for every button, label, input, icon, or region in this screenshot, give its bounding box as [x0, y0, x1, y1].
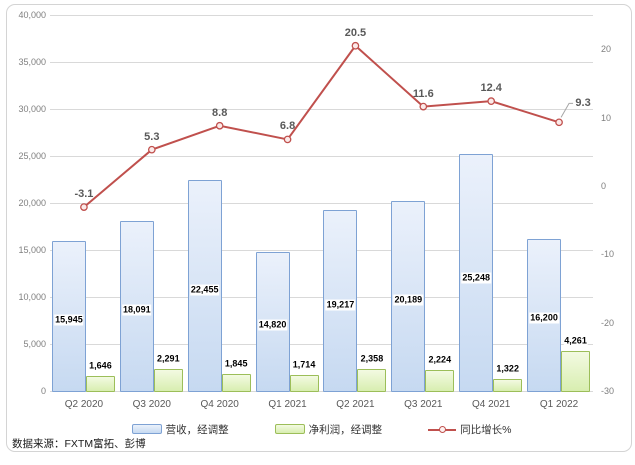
net-profit-bar-label: 2,358 — [359, 353, 385, 365]
source-note: 数据来源：FXTM富拓、彭博 — [12, 438, 146, 450]
revenue-bar-label: 25,248 — [461, 272, 491, 284]
net-profit-bar-label: 1,322 — [495, 363, 520, 375]
yoy-growth-line-swatch — [428, 424, 457, 434]
yoy-growth-label: 20.5 — [344, 26, 367, 39]
gridline — [50, 296, 593, 298]
legend-item-revenue: 营收，经调整 — [131, 422, 229, 437]
yoy-growth-label: 5.3 — [144, 130, 160, 143]
x-axis-category-label: Q3 2021 — [404, 399, 443, 410]
revenue-bar-label: 22,455 — [189, 284, 220, 296]
net-profit-bar-label: 2,224 — [427, 354, 453, 366]
x-axis-category-label: Q4 2020 — [200, 399, 239, 410]
y-axis-left-tick-label: 40,000 — [18, 10, 46, 20]
revenue-bar-swatch — [131, 424, 162, 434]
y-axis-right-tick-label: 0 — [601, 180, 607, 191]
legend-label-net-profit: 净利润，经调整 — [308, 423, 383, 436]
yoy-growth-label: -3.1 — [74, 188, 94, 201]
yoy-growth-label: 9.3 — [575, 97, 591, 110]
net-profit-bar — [425, 370, 455, 392]
net-profit-bar — [561, 350, 591, 392]
y-axis-right-tick-label: 10 — [601, 112, 612, 123]
line-swatch-marker — [439, 426, 447, 433]
revenue-bar-label: 18,091 — [122, 304, 152, 316]
y-axis-left-tick-label: 35,000 — [18, 57, 46, 67]
y-axis-left-tick-label: 20,000 — [18, 198, 46, 208]
net-profit-bar-label: 2,291 — [156, 353, 181, 365]
legend: 营收，经调整 净利润，经调整 同比增长% — [50, 421, 593, 437]
net-profit-bar — [153, 369, 183, 392]
net-profit-bar — [221, 373, 251, 392]
net-profit-bar-label: 1,646 — [88, 360, 113, 372]
y-axis-left-tick-label: 30,000 — [18, 104, 46, 114]
revenue-bar-label: 20,189 — [393, 294, 424, 306]
net-profit-bar — [289, 374, 319, 392]
net-profit-bar — [493, 378, 523, 392]
yoy-growth-label: 12.4 — [480, 82, 502, 95]
gridline — [50, 14, 593, 16]
gridline — [50, 343, 593, 345]
y-axis-left-tick-label: 10,000 — [18, 292, 46, 302]
y-axis-left-tick-label: 0 — [40, 386, 46, 396]
gridline — [50, 390, 593, 392]
net-profit-bar — [357, 368, 387, 392]
x-axis-category-label: Q1 2021 — [268, 399, 307, 410]
yoy-growth-label: 11.6 — [412, 87, 434, 100]
x-axis-category-label: Q3 2020 — [132, 399, 171, 410]
revenue-bar-label: 16,200 — [529, 312, 559, 324]
net-profit-bar-label: 1,714 — [291, 359, 317, 371]
gridline — [50, 249, 593, 251]
revenue-bar-label: 14,820 — [257, 319, 288, 331]
x-axis-category-label: Q4 2021 — [472, 399, 511, 410]
revenue-bar-label: 15,945 — [54, 314, 84, 326]
y-axis-left-tick-label: 5,000 — [23, 339, 46, 349]
net-profit-bar — [85, 375, 115, 392]
net-profit-bar-swatch — [274, 424, 305, 434]
x-axis-category-label: Q1 2022 — [539, 399, 579, 410]
legend-item-net-profit: 净利润，经调整 — [274, 422, 383, 437]
gridline — [50, 108, 593, 110]
legend-label-yoy-growth: 同比增长% — [460, 423, 512, 436]
net-profit-bar-label: 4,261 — [563, 335, 588, 347]
yoy-growth-label: 6.8 — [279, 120, 296, 133]
y-axis-left-tick-label: 25,000 — [18, 151, 46, 161]
gridline — [50, 155, 593, 157]
y-axis-right-tick-label: -20 — [601, 317, 615, 328]
net-profit-bar-label: 1,845 — [223, 358, 249, 370]
legend-item-yoy-growth: 同比增长% — [428, 422, 511, 437]
revenue-bar-label: 19,217 — [325, 299, 356, 311]
y-axis-right-tick-label: -10 — [601, 249, 615, 260]
legend-label-revenue: 营收，经调整 — [165, 423, 229, 436]
gridline — [50, 202, 593, 204]
gridline — [50, 61, 593, 63]
x-axis-category-label: Q2 2021 — [336, 399, 375, 410]
yoy-growth-label: 8.8 — [212, 106, 228, 119]
y-axis-right-tick-label: -30 — [601, 386, 615, 396]
x-axis-category-label: Q2 2020 — [64, 399, 104, 410]
y-axis-right-tick-label: 20 — [601, 44, 612, 55]
y-axis-left-tick-label: 15,000 — [18, 245, 46, 255]
